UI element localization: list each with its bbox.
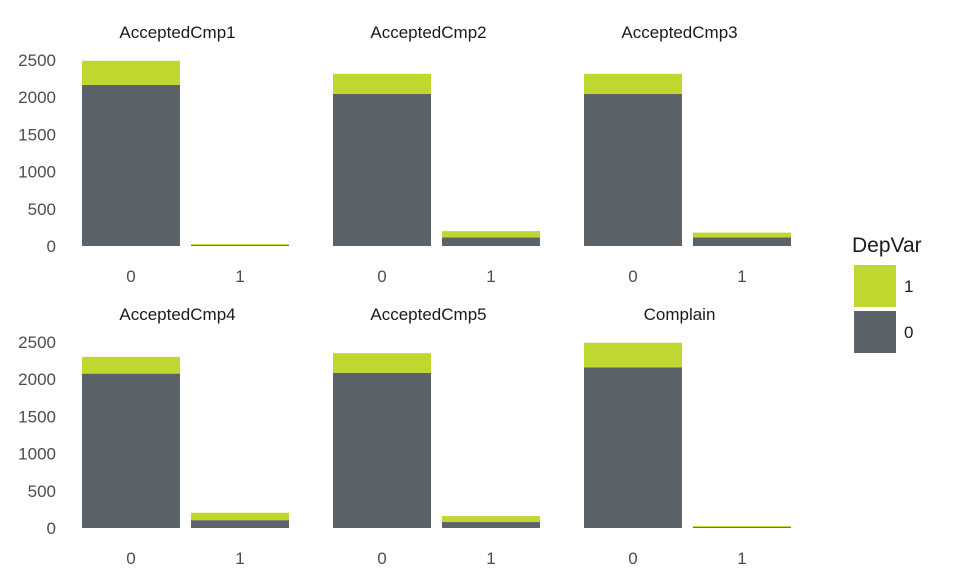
y-tick-label: 1000 [18, 163, 56, 182]
bar-acceptedcmp5-cat1-depvar0 [442, 522, 540, 528]
y-tick-label: 0 [47, 237, 56, 256]
y-tick-label: 1500 [18, 407, 56, 426]
facet-title: AcceptedCmp4 [119, 305, 235, 324]
legend-title: DepVar [852, 234, 922, 257]
bar-acceptedcmp5-cat0-depvar1 [333, 353, 431, 373]
y-tick-label: 1500 [18, 125, 56, 144]
legend-key-1 [854, 265, 896, 307]
bar-complain-cat1-depvar1 [693, 526, 791, 528]
bar-acceptedcmp2-cat1-depvar1 [442, 231, 540, 238]
facet-acceptedcmp4: AcceptedCmp4 0 500 1000 1500 2000 2500 0 1 [18, 305, 289, 568]
x-tick-label: 0 [628, 549, 637, 568]
bar-acceptedcmp2-cat1-depvar0 [442, 237, 540, 246]
x-tick-label: 1 [235, 549, 244, 568]
x-tick-label: 1 [737, 549, 746, 568]
y-tick-label: 1000 [18, 445, 56, 464]
x-tick-label: 1 [737, 267, 746, 286]
legend-label-1: 1 [904, 277, 913, 296]
bar-complain-cat0-depvar1 [584, 342, 682, 368]
bar-complain-cat0-depvar0 [584, 367, 682, 528]
facet-title: AcceptedCmp3 [621, 23, 737, 42]
x-tick-label: 0 [377, 267, 386, 286]
y-tick-label: 500 [28, 200, 56, 219]
x-tick-label: 0 [377, 549, 386, 568]
bar-acceptedcmp3-cat0-depvar1 [584, 73, 682, 94]
bar-complain-cat1-depvar0 [693, 526, 791, 528]
bar-acceptedcmp1-cat0-depvar1 [82, 60, 180, 85]
facet-acceptedcmp5: AcceptedCmp5 0 1 [333, 305, 540, 568]
legend-key-0 [854, 311, 896, 353]
x-tick-label: 1 [486, 549, 495, 568]
bar-acceptedcmp4-cat1-depvar1 [191, 512, 289, 521]
bar-acceptedcmp4-cat1-depvar0 [191, 520, 289, 528]
facet-title: AcceptedCmp5 [370, 305, 486, 324]
facet-acceptedcmp2: AcceptedCmp2 0 1 [333, 23, 540, 286]
x-tick-label: 0 [126, 549, 135, 568]
facet-complain: Complain 0 1 [584, 305, 791, 568]
y-tick-label: 2000 [18, 88, 56, 107]
bar-acceptedcmp5-cat1-depvar1 [442, 516, 540, 523]
y-tick-label: 0 [47, 519, 56, 538]
x-tick-label: 1 [486, 267, 495, 286]
bar-acceptedcmp3-cat0-depvar0 [584, 93, 682, 247]
bar-acceptedcmp1-cat1-depvar1 [191, 244, 289, 246]
facet-acceptedcmp3: AcceptedCmp3 0 1 [584, 23, 791, 286]
bar-acceptedcmp4-cat0-depvar0 [82, 373, 180, 528]
facet-acceptedcmp1: AcceptedCmp1 0 500 1000 1500 2000 2500 0 1 [18, 23, 289, 286]
y-tick-label: 2000 [18, 370, 56, 389]
legend-label-0: 0 [904, 323, 913, 342]
bar-acceptedcmp2-cat0-depvar0 [333, 93, 431, 247]
x-tick-label: 1 [235, 267, 244, 286]
bar-acceptedcmp3-cat1-depvar0 [693, 237, 791, 246]
facet-title: AcceptedCmp2 [370, 23, 486, 42]
bar-acceptedcmp5-cat0-depvar0 [333, 372, 431, 528]
x-tick-label: 0 [126, 267, 135, 286]
y-tick-label: 500 [28, 482, 56, 501]
bar-acceptedcmp3-cat1-depvar1 [693, 232, 791, 238]
legend: DepVar 1 0 [852, 234, 922, 353]
y-tick-label: 2500 [18, 51, 56, 70]
facet-title: Complain [644, 305, 716, 324]
facet-title: AcceptedCmp1 [119, 23, 235, 42]
y-tick-label: 2500 [18, 333, 56, 352]
bar-acceptedcmp4-cat0-depvar1 [82, 356, 180, 374]
x-tick-label: 0 [628, 267, 637, 286]
bar-acceptedcmp2-cat0-depvar1 [333, 73, 431, 94]
bar-acceptedcmp1-cat0-depvar0 [82, 84, 180, 246]
bar-acceptedcmp1-cat1-depvar0 [191, 244, 289, 246]
